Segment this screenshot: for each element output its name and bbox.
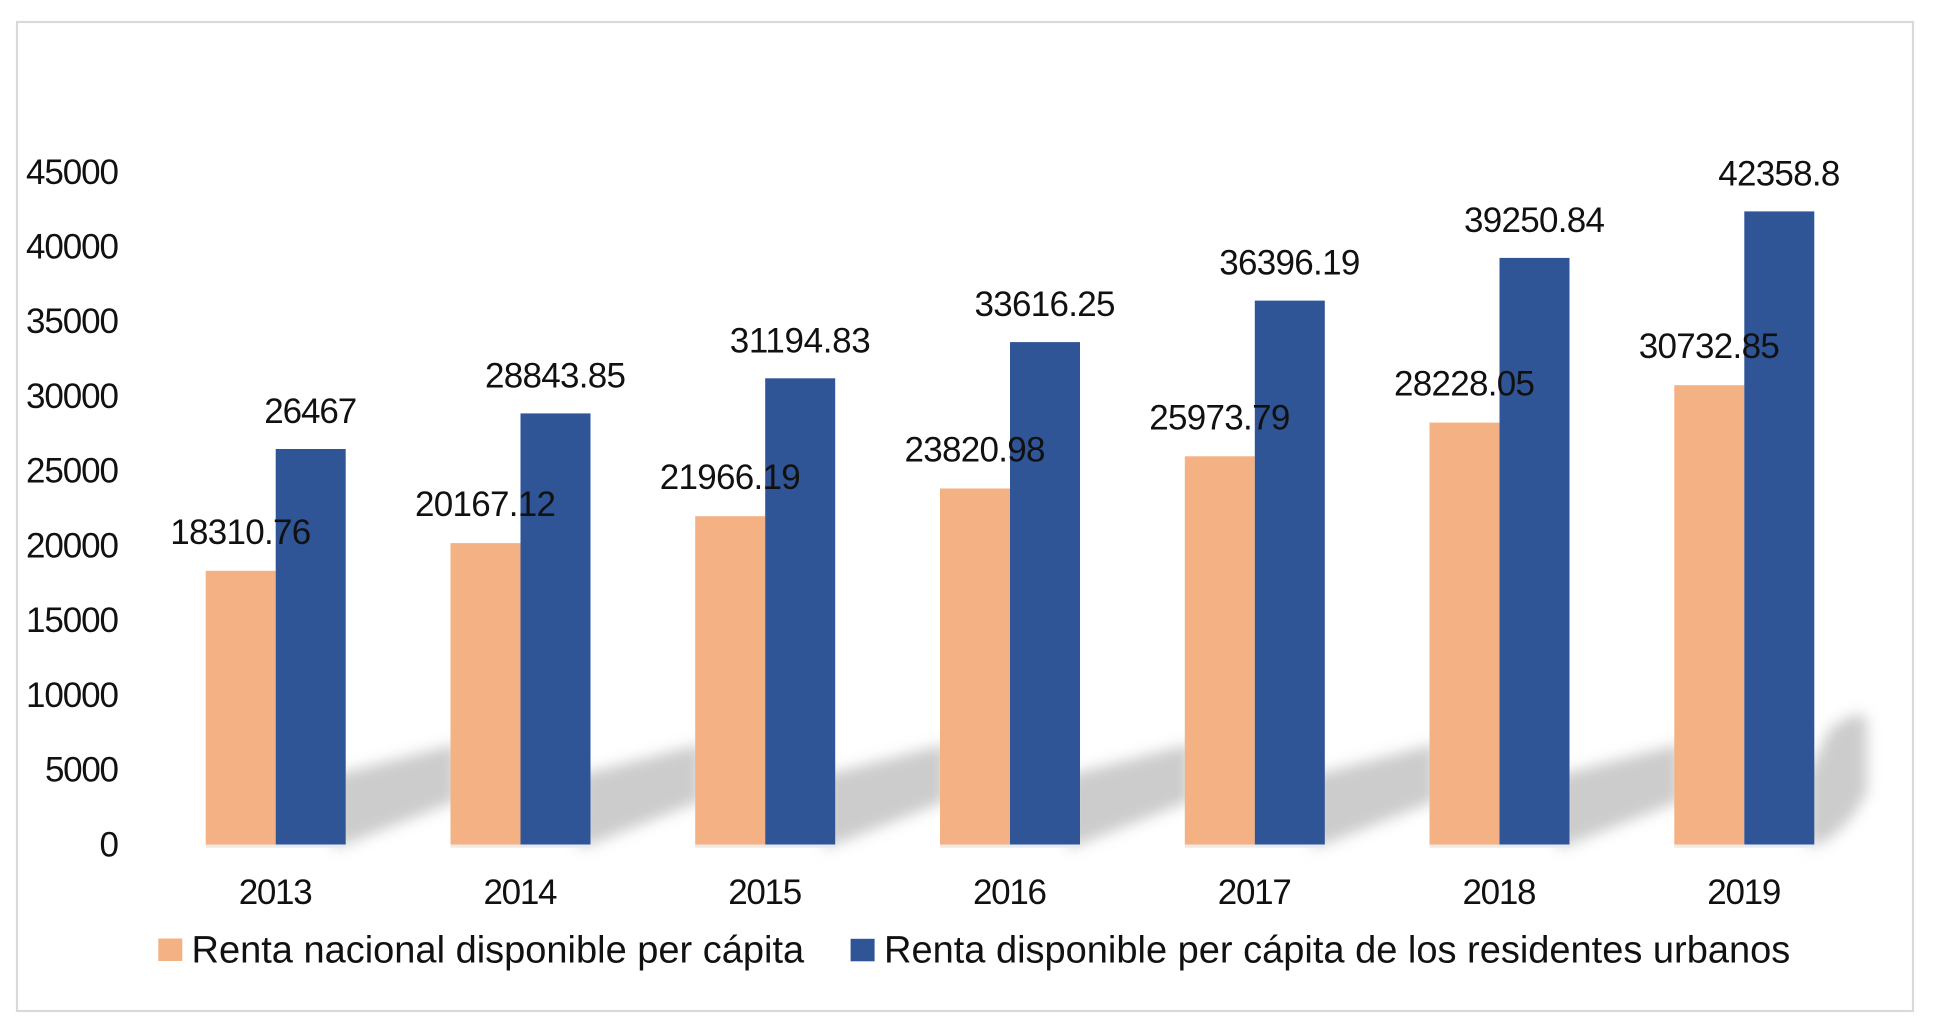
svg-text:39250.84: 39250.84 <box>1464 201 1605 240</box>
svg-text:30732.85: 30732.85 <box>1639 327 1780 366</box>
svg-text:30000: 30000 <box>26 377 119 416</box>
svg-text:Renta disponible per cápita de: Renta disponible per cápita de los resid… <box>884 929 1790 971</box>
svg-text:28228.05: 28228.05 <box>1394 365 1535 404</box>
svg-text:0: 0 <box>100 825 119 864</box>
svg-text:33616.25: 33616.25 <box>975 285 1116 324</box>
svg-text:2019: 2019 <box>1707 873 1781 912</box>
svg-text:21966.19: 21966.19 <box>660 458 801 497</box>
svg-text:2018: 2018 <box>1463 873 1537 912</box>
svg-text:25000: 25000 <box>26 452 119 491</box>
svg-text:10000: 10000 <box>26 676 119 715</box>
svg-text:35000: 35000 <box>26 302 119 341</box>
svg-text:31194.83: 31194.83 <box>730 321 871 360</box>
svg-text:2017: 2017 <box>1218 873 1292 912</box>
svg-text:25973.79: 25973.79 <box>1149 398 1290 437</box>
svg-text:20167.12: 20167.12 <box>415 485 556 524</box>
svg-text:15000: 15000 <box>26 601 119 640</box>
svg-text:2016: 2016 <box>973 873 1047 912</box>
svg-text:28843.85: 28843.85 <box>485 356 626 395</box>
svg-text:2015: 2015 <box>728 873 802 912</box>
svg-text:45000: 45000 <box>26 153 119 192</box>
svg-text:26467: 26467 <box>264 392 357 431</box>
svg-text:42358.8: 42358.8 <box>1718 154 1840 193</box>
svg-text:Renta nacional disponible per: Renta nacional disponible per cápita <box>192 929 806 971</box>
svg-text:2014: 2014 <box>484 873 558 912</box>
svg-text:36396.19: 36396.19 <box>1219 244 1360 283</box>
svg-text:20000: 20000 <box>26 526 119 565</box>
svg-text:40000: 40000 <box>26 228 119 267</box>
svg-text:23820.98: 23820.98 <box>905 431 1046 470</box>
svg-text:2013: 2013 <box>239 873 313 912</box>
svg-text:5000: 5000 <box>45 751 119 790</box>
svg-text:18310.76: 18310.76 <box>170 513 311 552</box>
